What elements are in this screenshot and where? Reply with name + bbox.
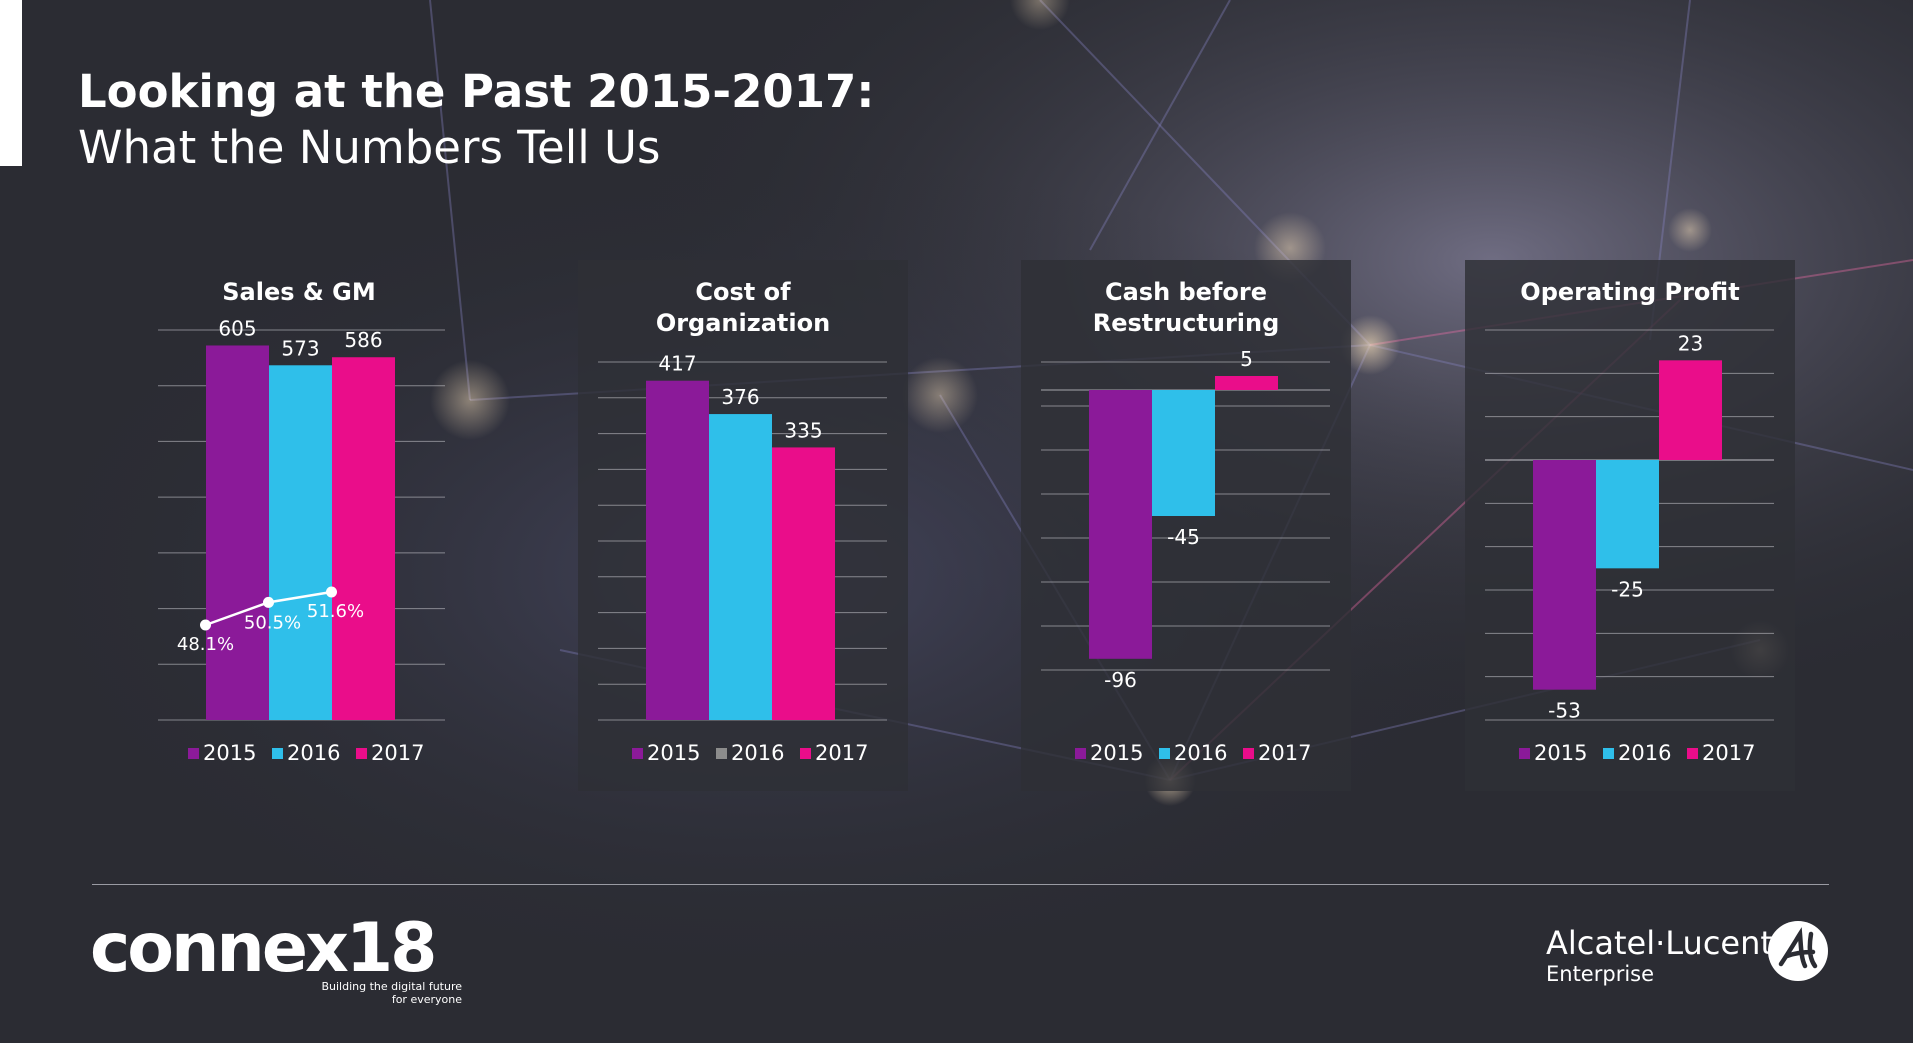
logo-tagline: Building the digital future for everyone (230, 980, 462, 1006)
bar-2017 (1215, 376, 1278, 390)
legend-label-2016: 2016 (1174, 741, 1227, 765)
legend-swatch-2016 (1603, 748, 1614, 759)
value-label-2015: -53 (1548, 699, 1581, 723)
bar-2017 (1659, 360, 1722, 460)
legend-label-2015: 2015 (1534, 741, 1587, 765)
legend-swatch-2017 (1687, 748, 1698, 759)
legend-swatch-2015 (632, 748, 643, 759)
chart-title: Operating Profit (1520, 278, 1739, 306)
value-label-2015: 417 (658, 352, 696, 376)
legend-swatch-2016 (272, 748, 283, 759)
value-label-2016: 376 (721, 385, 759, 409)
bar-2016 (1152, 390, 1215, 516)
chart-panel-cash-before-restructuring: Cash before Restructuring -96 -45 5 2015 2016 2… (1021, 260, 1351, 791)
legend-label-2017: 2017 (1702, 741, 1755, 765)
legend-label-2016: 2016 (731, 741, 784, 765)
connex18-logo: connex18 Building the digital future for… (90, 909, 462, 1007)
brand-subtitle: Enterprise (1546, 962, 1655, 986)
legend-swatch-2016 (716, 748, 727, 759)
chart-title: Sales & GM (222, 278, 376, 306)
gm-point-2016 (263, 596, 274, 608)
bar-2017 (332, 357, 395, 720)
legend-label-2015: 2015 (647, 741, 700, 765)
legend-label-2017: 2017 (371, 741, 424, 765)
brand-name: Alcatel·Lucent (1546, 924, 1773, 962)
gm-point-2017 (326, 586, 337, 598)
legend-label-2015: 2015 (1090, 741, 1143, 765)
legend-swatch-2015 (188, 748, 199, 759)
bar-2016 (269, 365, 332, 720)
bar-2015 (646, 380, 709, 720)
value-label-2016: -45 (1167, 525, 1200, 549)
value-label-2016: -25 (1611, 577, 1644, 601)
legend-label-2017: 2017 (815, 741, 868, 765)
sales-gm-chart: Sales & GM 605 573 586 48.1% 50.5% 51.6% 2015 20… (158, 278, 445, 765)
accent-bar (0, 0, 22, 166)
bar-2017 (772, 447, 835, 720)
footer-divider (92, 884, 1829, 885)
tagline-line1: Building the digital future (321, 980, 462, 993)
bar-2016 (1596, 460, 1659, 569)
value-label-2017: 586 (344, 328, 382, 352)
bar-2016 (709, 414, 772, 720)
legend-swatch-2015 (1075, 748, 1086, 759)
tagline-line2: for everyone (391, 993, 462, 1006)
legend-swatch-2015 (1519, 748, 1530, 759)
chart-panel-operating-profit: Operating Profit -53 -25 23 2015 2016 2017 (1465, 260, 1795, 791)
gm-label-2016: 50.5% (244, 612, 301, 633)
page-subtitle: What the Numbers Tell Us (78, 121, 661, 174)
value-label-2016: 573 (281, 336, 319, 360)
legend-swatch-2016 (1159, 748, 1170, 759)
value-label-2015: 605 (218, 316, 256, 340)
legend-swatch-2017 (1243, 748, 1254, 759)
gm-label-2015: 48.1% (177, 634, 234, 655)
bar-2015 (1533, 460, 1596, 690)
page-title: Looking at the Past 2015-2017: (78, 65, 875, 118)
gm-point-2015 (200, 619, 211, 631)
cost-of-organization-chart: Cost of Organization 417 376 335 2015 2016 2017 (598, 278, 887, 765)
value-label-2017: 335 (784, 418, 822, 442)
legend-label-2015: 2015 (203, 741, 256, 765)
cash-before-restructuring-chart: Cash before Restructuring -96 -45 5 2015 2016 2… (1041, 278, 1330, 765)
alcatel-lucent-logo: Alcatel·Lucent Enterprise (1546, 925, 1773, 987)
chart-panel-cost-of-organization: Cost of Organization 417 376 335 2015 2016 2017 (578, 260, 908, 791)
legend-label-2016: 2016 (287, 741, 340, 765)
value-label-2015: -96 (1104, 668, 1137, 692)
bar-2015 (206, 345, 269, 720)
chart-title: Cost of Organization (656, 278, 830, 337)
value-label-2017: 5 (1240, 347, 1253, 371)
legend-swatch-2017 (356, 748, 367, 759)
bar-2015 (1089, 390, 1152, 659)
legend-label-2016: 2016 (1618, 741, 1671, 765)
connex18-wordmark: connex18 (90, 909, 437, 988)
operating-profit-chart: Operating Profit -53 -25 23 2015 2016 2017 (1485, 278, 1774, 765)
gm-label-2017: 51.6% (307, 601, 364, 622)
legend-label-2017: 2017 (1258, 741, 1311, 765)
value-label-2017: 23 (1678, 331, 1703, 355)
chart-title: Cash before Restructuring (1093, 278, 1280, 337)
alcatel-lucent-mark-icon (1768, 921, 1828, 981)
chart-panel-sales-gm: Sales & GM 605 573 586 48.1% 50.5% 51.6% 2015 20… (134, 260, 464, 791)
legend-swatch-2017 (800, 748, 811, 759)
